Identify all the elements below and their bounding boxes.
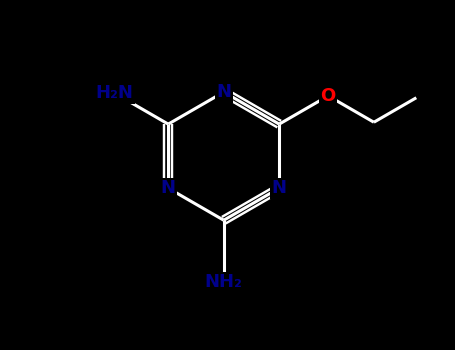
Text: N: N <box>161 179 176 197</box>
Text: N: N <box>216 83 231 101</box>
Text: H₂N: H₂N <box>96 84 134 102</box>
Text: O: O <box>320 87 336 105</box>
Text: NH₂: NH₂ <box>205 273 243 291</box>
Text: N: N <box>272 179 287 197</box>
